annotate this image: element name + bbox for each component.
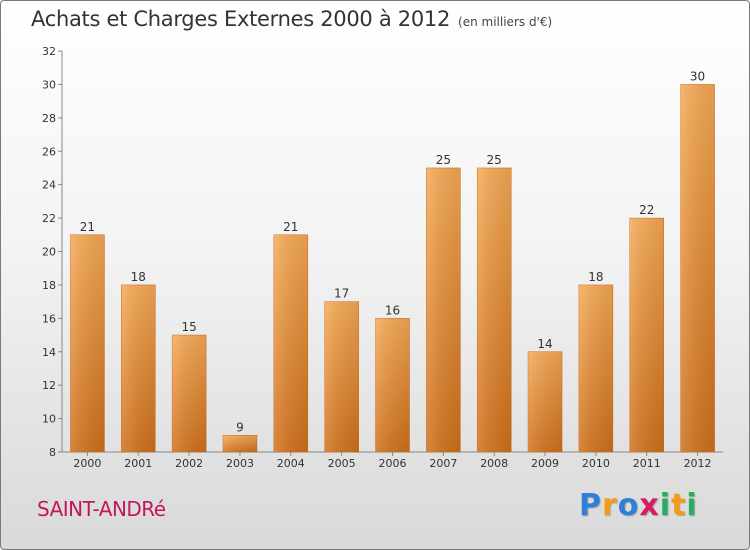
bar-shade xyxy=(324,301,359,452)
y-tick-label: 10 xyxy=(42,413,56,426)
y-tick-label: 32 xyxy=(42,45,56,58)
x-tick-label: 2003 xyxy=(226,457,254,470)
x-tick-label: 2002 xyxy=(175,457,203,470)
logo-letter: x xyxy=(639,488,660,523)
bar-shade xyxy=(375,318,410,452)
y-tick-label: 16 xyxy=(42,312,56,325)
y-tick-label: 22 xyxy=(42,212,56,225)
x-tick-label: 2012 xyxy=(684,457,712,470)
y-tick-label: 14 xyxy=(42,346,56,359)
bar-value-label: 14 xyxy=(537,337,552,351)
axes-group: 8 10 12 14 16 18 20 22 24 26 28 30 32 2000 2001 2002 200… xyxy=(42,45,723,470)
x-tick-label: 2005 xyxy=(328,457,356,470)
y-tick-label: 30 xyxy=(42,78,56,91)
bar-shade xyxy=(528,351,563,452)
logo-letter: i xyxy=(659,488,672,523)
y-tick-label: 20 xyxy=(42,246,56,259)
bar-value-label: 9 xyxy=(236,420,244,434)
logo-letter: o xyxy=(617,488,640,523)
bar-value-label: 15 xyxy=(181,320,196,334)
y-tick-label: 18 xyxy=(42,279,56,292)
y-tick-label: 8 xyxy=(49,446,56,459)
bar-shade xyxy=(222,435,257,452)
x-tick-label: 2004 xyxy=(277,457,305,470)
bar-value-label: 25 xyxy=(487,153,502,167)
logo-letter: i xyxy=(686,488,698,523)
bar-shade xyxy=(273,234,308,452)
x-tick-label: 2001 xyxy=(124,457,152,470)
bar-value-label: 16 xyxy=(385,303,400,317)
logo-letter: P xyxy=(579,488,602,523)
bar-value-label: 18 xyxy=(131,270,146,284)
bar-shade xyxy=(70,234,105,452)
x-tick-label: 2010 xyxy=(582,457,610,470)
chart-title-text: Achats et Charges Externes 2000 à 2012 xyxy=(31,7,451,31)
bars-group xyxy=(70,84,715,453)
bar-value-label: 21 xyxy=(80,220,95,234)
logo-letter: t xyxy=(671,488,687,523)
bar-shade xyxy=(477,167,512,453)
x-tick-label: 2007 xyxy=(429,457,457,470)
y-tick-label: 12 xyxy=(42,379,56,392)
chart-subtitle: (en milliers d'€) xyxy=(458,15,553,29)
bar-shade xyxy=(121,284,156,452)
y-tick-label: 24 xyxy=(42,179,56,192)
bar-value-label: 22 xyxy=(639,203,654,217)
bar-value-label: 21 xyxy=(283,220,298,234)
labels-group: 21 18 15 9 21 17 16 25 25 14 18 22 30 xyxy=(80,69,705,434)
bar-shade xyxy=(426,167,461,453)
bar-value-label: 30 xyxy=(690,69,705,83)
chart-title: Achats et Charges Externes 2000 à 2012 (e… xyxy=(31,7,552,31)
y-tick-label: 28 xyxy=(42,112,56,125)
x-tick-label: 2006 xyxy=(379,457,407,470)
proxiti-logo: Proxiti xyxy=(579,488,698,523)
town-name: SAINT-ANDRé xyxy=(37,497,166,521)
x-tick-label: 2000 xyxy=(73,457,101,470)
bar-shade xyxy=(680,84,715,453)
bar-value-label: 18 xyxy=(588,270,603,284)
bar-shade xyxy=(629,218,664,452)
logo-letter: r xyxy=(602,488,618,523)
y-tick-label: 26 xyxy=(42,145,56,158)
x-tick-label: 2008 xyxy=(480,457,508,470)
bar-value-label: 17 xyxy=(334,287,349,301)
bar-value-label: 25 xyxy=(436,153,451,167)
bar-shade xyxy=(578,284,613,452)
x-tick-label: 2009 xyxy=(531,457,559,470)
x-tick-label: 2011 xyxy=(633,457,661,470)
bar-shade xyxy=(172,335,207,452)
